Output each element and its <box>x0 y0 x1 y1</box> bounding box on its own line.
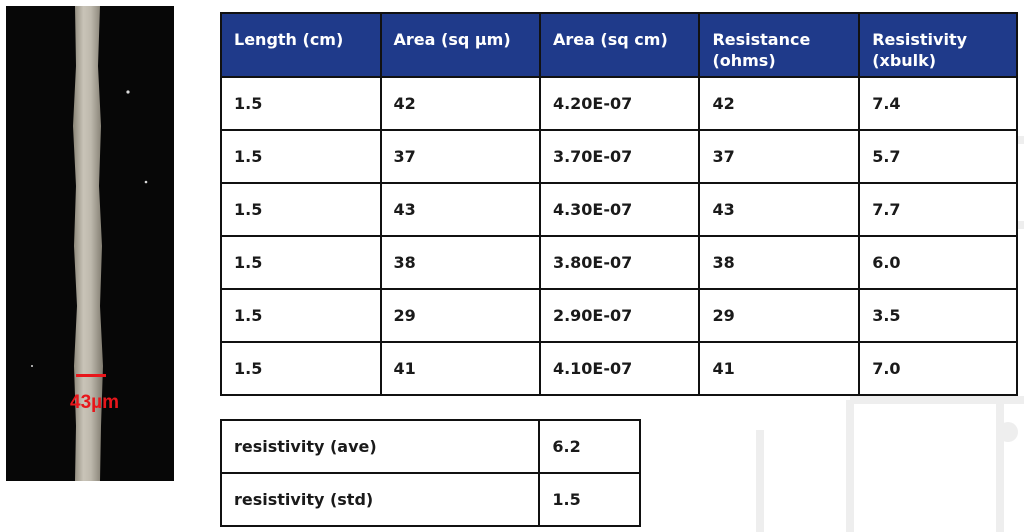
cell-length: 1.5 <box>220 129 382 184</box>
header-resistance: Resistance (ohms) <box>698 12 861 78</box>
cell-resistivity: 7.0 <box>858 341 1018 396</box>
cell-length: 1.5 <box>220 76 382 131</box>
cell-area-um: 41 <box>379 341 541 396</box>
scale-bar <box>76 374 106 377</box>
cell-resistance: 41 <box>698 341 861 396</box>
header-length: Length (cm) <box>220 12 382 78</box>
cell-length: 1.5 <box>220 288 382 343</box>
cell-resistivity: 6.0 <box>858 235 1018 290</box>
cell-resistivity: 7.4 <box>858 76 1018 131</box>
cell-resistance: 42 <box>698 76 861 131</box>
cell-length: 1.5 <box>220 235 382 290</box>
table-header-row: Length (cm) Area (sq µm) Area (sq cm) Re… <box>220 12 1018 78</box>
table-row: 1.5 29 2.90E-07 29 3.5 <box>220 288 1018 343</box>
cell-resistivity: 7.7 <box>858 182 1018 237</box>
cell-length: 1.5 <box>220 182 382 237</box>
cell-area-um: 42 <box>379 76 541 131</box>
cell-resistance: 29 <box>698 288 861 343</box>
cell-area-um: 29 <box>379 288 541 343</box>
table-row: 1.5 41 4.10E-07 41 7.0 <box>220 341 1018 396</box>
header-area-um: Area (sq µm) <box>379 12 541 78</box>
cell-area-um: 37 <box>379 129 541 184</box>
cell-area-cm: 4.20E-07 <box>538 76 701 131</box>
table-row: 1.5 37 3.70E-07 37 5.7 <box>220 129 1018 184</box>
summary-value-std: 1.5 <box>538 472 641 527</box>
cell-area-um: 43 <box>379 182 541 237</box>
scale-label: 43µm <box>70 392 119 413</box>
cell-area-cm: 3.70E-07 <box>538 129 701 184</box>
summary-table: resistivity (ave) 6.2 resistivity (std) … <box>219 419 641 527</box>
cell-resistance: 37 <box>698 129 861 184</box>
summary-label-average: resistivity (ave) <box>219 419 541 474</box>
cell-resistivity: 5.7 <box>858 129 1018 184</box>
cell-area-cm: 3.80E-07 <box>538 235 701 290</box>
cell-resistance: 43 <box>698 182 861 237</box>
micrograph-image: 43µm <box>6 6 174 481</box>
cell-area-cm: 4.30E-07 <box>538 182 701 237</box>
summary-row: resistivity (std) 1.5 <box>219 472 641 527</box>
cell-length: 1.5 <box>220 341 382 396</box>
summary-row: resistivity (ave) 6.2 <box>219 419 641 474</box>
table-row: 1.5 42 4.20E-07 42 7.4 <box>220 76 1018 131</box>
cell-area-cm: 4.10E-07 <box>538 341 701 396</box>
cell-resistivity: 3.5 <box>858 288 1018 343</box>
summary-label-std: resistivity (std) <box>219 472 541 527</box>
table-row: 1.5 43 4.30E-07 43 7.7 <box>220 182 1018 237</box>
header-area-cm: Area (sq cm) <box>538 12 701 78</box>
header-resistivity: Resistivity (xbulk) <box>858 12 1018 78</box>
measurement-table: Length (cm) Area (sq µm) Area (sq cm) Re… <box>220 12 1018 396</box>
cell-area-cm: 2.90E-07 <box>538 288 701 343</box>
table-row: 1.5 38 3.80E-07 38 6.0 <box>220 235 1018 290</box>
cell-area-um: 38 <box>379 235 541 290</box>
summary-value-average: 6.2 <box>538 419 641 474</box>
cell-resistance: 38 <box>698 235 861 290</box>
